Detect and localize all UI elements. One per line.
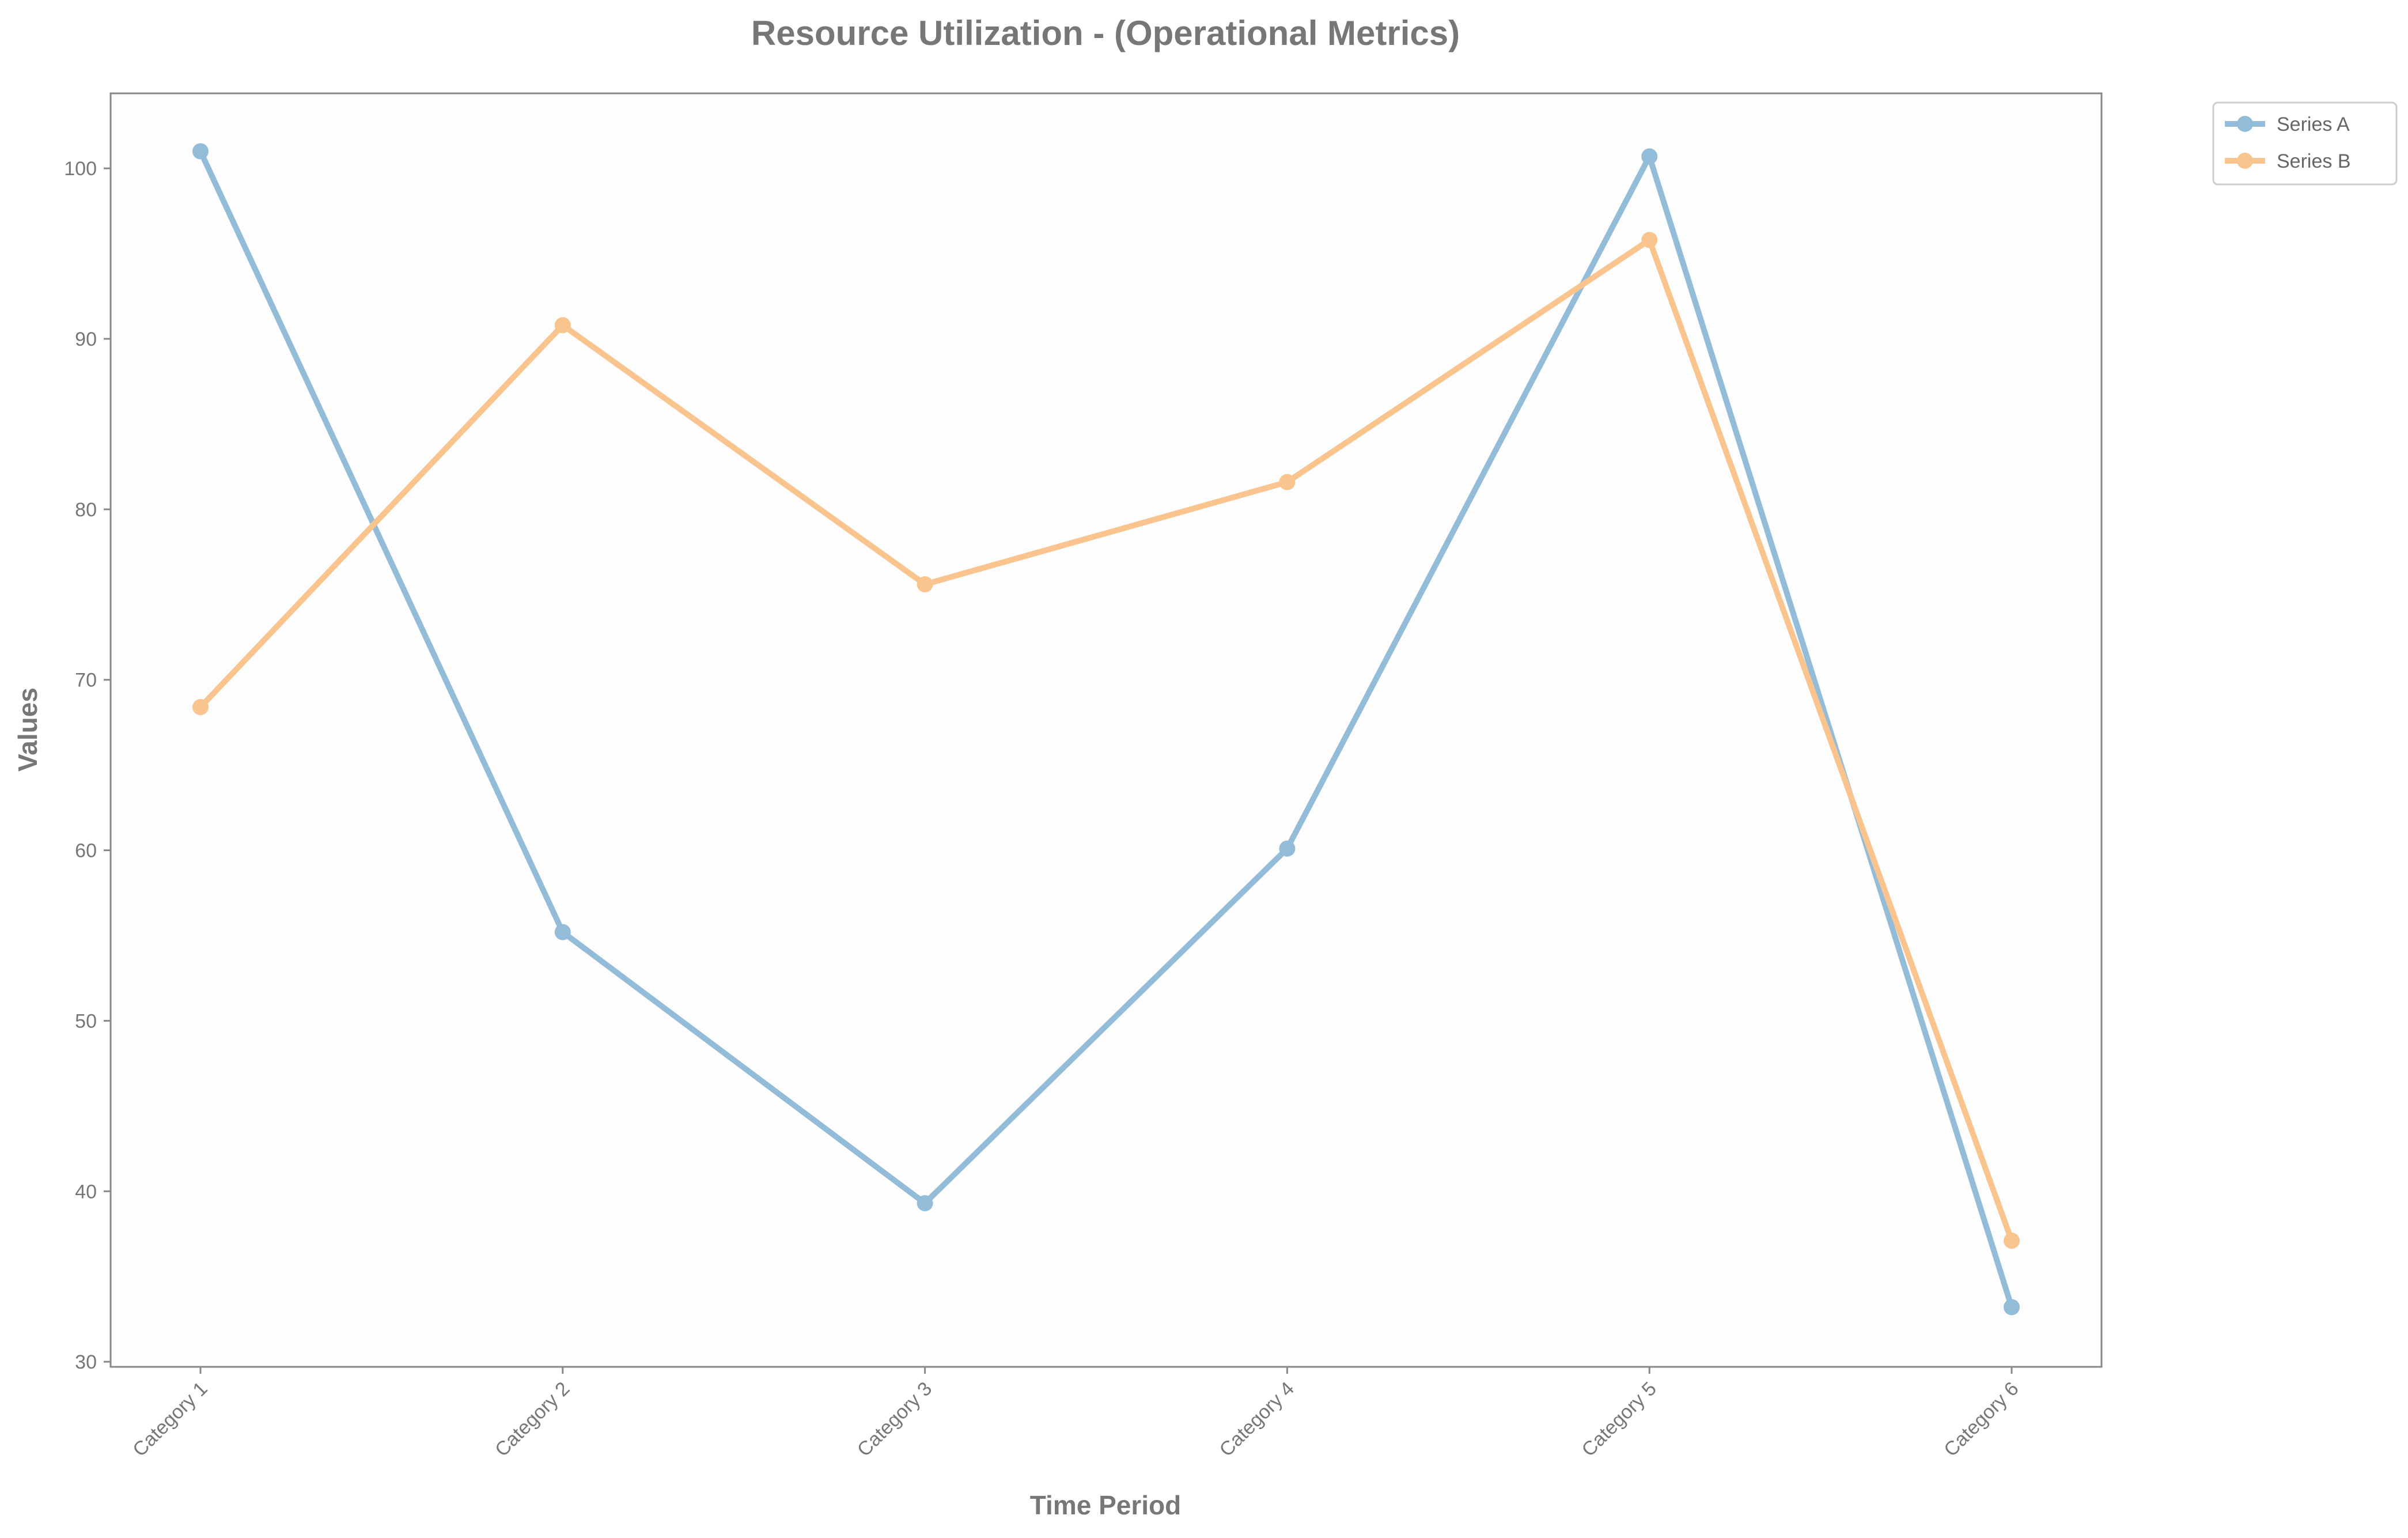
- data-point: [554, 924, 571, 940]
- series-layer: [192, 143, 2020, 1316]
- y-tick-label: 40: [75, 1181, 97, 1203]
- y-tick-label: 30: [75, 1351, 97, 1373]
- legend-swatch-marker: [2237, 153, 2253, 169]
- data-point: [2004, 1233, 2020, 1249]
- y-tick-label: 90: [75, 328, 97, 350]
- legend-label: Series B: [2277, 150, 2351, 172]
- data-point: [192, 699, 209, 716]
- y-axis: 30 40 50 60 70 80 90 100: [64, 158, 111, 1373]
- legend-label: Series A: [2277, 114, 2350, 135]
- series-b: [192, 232, 2020, 1249]
- series-line: [198, 148, 2015, 1310]
- legend: Series A Series B: [2212, 101, 2398, 186]
- data-point: [1279, 840, 1296, 857]
- legend-swatch-marker: [2237, 116, 2253, 132]
- data-point: [2004, 1299, 2020, 1316]
- series-a: [192, 143, 2020, 1316]
- y-tick-label: 50: [75, 1010, 97, 1032]
- plot-area: [109, 92, 2103, 1368]
- data-point: [1279, 474, 1296, 490]
- chart-title: Resource Utilization - (Operational Metr…: [751, 14, 1460, 52]
- data-point: [1641, 232, 1658, 248]
- series-line: [198, 237, 2015, 1244]
- y-axis-label: Values: [13, 687, 43, 772]
- data-point: [917, 1195, 933, 1211]
- y-tick-label: 80: [75, 499, 97, 521]
- data-point: [917, 576, 933, 593]
- data-point: [192, 143, 209, 160]
- data-point: [554, 317, 571, 334]
- y-tick-label: 60: [75, 840, 97, 862]
- data-point: [1641, 148, 1658, 165]
- x-axis-label: Time Period: [1030, 1490, 1181, 1520]
- y-tick-label: 100: [64, 158, 97, 180]
- y-tick-label: 70: [75, 670, 97, 691]
